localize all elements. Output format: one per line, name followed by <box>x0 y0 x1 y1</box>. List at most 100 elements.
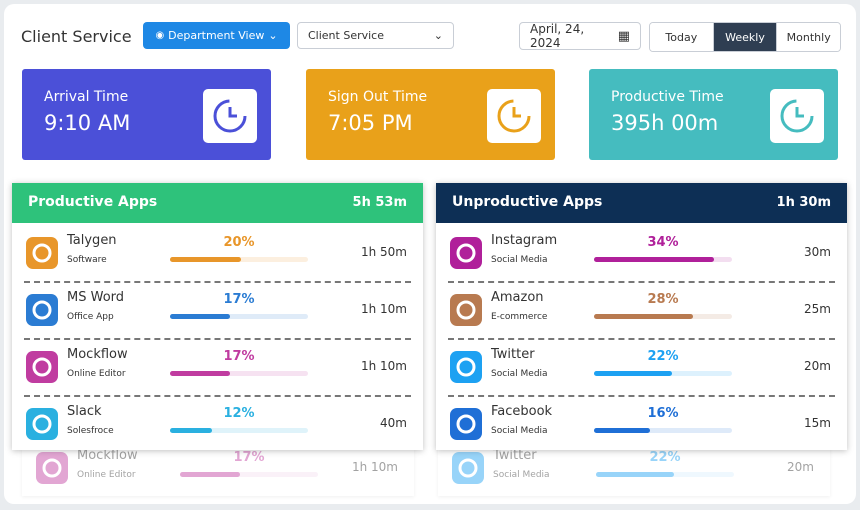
app-name: Twitter <box>491 347 535 362</box>
app-icon <box>450 351 482 383</box>
app-percent: 16% <box>647 406 679 421</box>
app-percent: 17% <box>223 349 255 364</box>
bar-fill <box>170 314 231 319</box>
app-icon <box>452 452 484 484</box>
stat-value: 9:10 AM <box>44 111 131 135</box>
app-percent: 20% <box>223 235 255 250</box>
app-icon <box>26 351 58 383</box>
stat-icon <box>770 89 824 143</box>
app-icon-art <box>456 414 476 434</box>
stat-card: Productive Time 395h 00m <box>589 69 838 160</box>
bar-fill <box>170 257 241 262</box>
app-duration: 15m <box>804 416 831 430</box>
department-button-label: Department View <box>168 29 265 42</box>
stat-label: Arrival Time <box>44 89 129 105</box>
app-percent: 17% <box>233 450 265 465</box>
app-icon-art <box>456 300 476 320</box>
app-percent: 17% <box>223 292 255 307</box>
app-name: Slack <box>67 404 102 419</box>
bar-fill <box>594 428 651 433</box>
app-percent: 12% <box>223 406 255 421</box>
stat-icon-art <box>497 99 531 133</box>
app-row: Facebook Social Media 16% 15m <box>436 396 847 454</box>
row-separator <box>24 338 411 340</box>
app-category: Online Editor <box>67 369 126 379</box>
app-row: Mockflow Online Editor 17% 1h 10m <box>22 440 414 498</box>
panel-header: Productive Apps 5h 53m <box>12 183 423 223</box>
app-name: Mockflow <box>77 448 138 463</box>
app-icon-art <box>458 458 478 478</box>
range-tab[interactable]: Today <box>650 23 713 51</box>
app-duration: 1h 10m <box>360 359 407 373</box>
row-separator <box>24 281 411 283</box>
app-duration: 40m <box>380 416 407 430</box>
date-label: April, 24, 2024 <box>530 22 585 50</box>
app-icon-art <box>32 243 52 263</box>
app-name: Facebook <box>491 404 553 419</box>
apps-panel: Unproductive Apps 1h 30m Instagram Social M… <box>436 183 847 450</box>
stat-icon-art <box>780 99 814 133</box>
stat-label: Productive Time <box>611 89 724 105</box>
row-separator <box>24 395 411 397</box>
bar-fill <box>594 257 715 262</box>
panel-total: 1h 30m <box>776 195 831 210</box>
panel-title: Productive Apps <box>28 194 158 210</box>
bar-fill <box>170 428 213 433</box>
stat-card: Arrival Time 9:10 AM <box>22 69 271 160</box>
app-percent: 22% <box>647 349 679 364</box>
stat-icon-art <box>213 99 247 133</box>
app-duration: 1h 50m <box>360 245 407 259</box>
row-separator <box>448 395 835 397</box>
app-category: Online Editor <box>77 470 136 480</box>
app-duration: 25m <box>804 302 831 316</box>
bar-track <box>170 257 308 262</box>
app-duration: 1h 10m <box>360 302 407 316</box>
bar-track <box>594 314 732 319</box>
panel-header: Unproductive Apps 1h 30m <box>436 183 847 223</box>
app-name: Mockflow <box>67 347 128 362</box>
app-category: Social Media <box>491 369 548 379</box>
bar-track <box>594 371 732 376</box>
app-icon-art <box>32 414 52 434</box>
app-category: Social Media <box>491 426 548 436</box>
department-button[interactable]: ◉ Department View ⌄ <box>143 22 290 49</box>
bar-track <box>594 257 732 262</box>
app-icon <box>26 294 58 326</box>
client-select[interactable]: Client Service ⌄ <box>297 22 454 49</box>
app-duration: 1h 10m <box>351 460 398 474</box>
bar-track <box>180 472 318 477</box>
stat-value: 7:05 PM <box>328 111 413 135</box>
bar-track <box>170 371 308 376</box>
app-category: Solesfroce <box>67 426 114 436</box>
app-icon <box>450 237 482 269</box>
stat-value: 395h 00m <box>611 111 719 135</box>
app-row: Talygen Software 20% 1h 50m <box>12 225 423 283</box>
range-tabs: Today Weekly Monthly <box>649 22 841 52</box>
app-icon-art <box>32 357 52 377</box>
app-icon-art <box>456 357 476 377</box>
app-row: Amazon E-commerce 28% 25m <box>436 282 847 340</box>
bar-track <box>170 428 308 433</box>
app-icon <box>450 294 482 326</box>
apps-panel: Productive Apps 5h 53m Talygen Software 20% 1… <box>12 183 423 450</box>
app-icon-art <box>456 243 476 263</box>
app-percent: 28% <box>647 292 679 307</box>
bar-track <box>594 428 732 433</box>
app-name: Instagram <box>491 233 558 248</box>
app-name: MS Word <box>67 290 125 305</box>
range-tab[interactable]: Weekly <box>712 23 777 51</box>
app-category: E-commerce <box>491 312 548 322</box>
bar-fill <box>594 371 672 376</box>
row-separator <box>448 281 835 283</box>
app-percent: 34% <box>647 235 679 250</box>
app-category: Social Media <box>493 470 550 480</box>
app-row: Slack Solesfroce 12% 40m <box>12 396 423 454</box>
app-name: Talygen <box>67 233 117 248</box>
panel-title: Unproductive Apps <box>452 194 603 210</box>
app-row: Instagram Social Media 34% 30m <box>436 225 847 283</box>
app-icon <box>26 408 58 440</box>
date-picker[interactable]: April, 24, 2024 ▦ <box>519 22 641 50</box>
range-tab[interactable]: Monthly <box>776 23 840 51</box>
stat-card: Sign Out Time 7:05 PM <box>306 69 555 160</box>
